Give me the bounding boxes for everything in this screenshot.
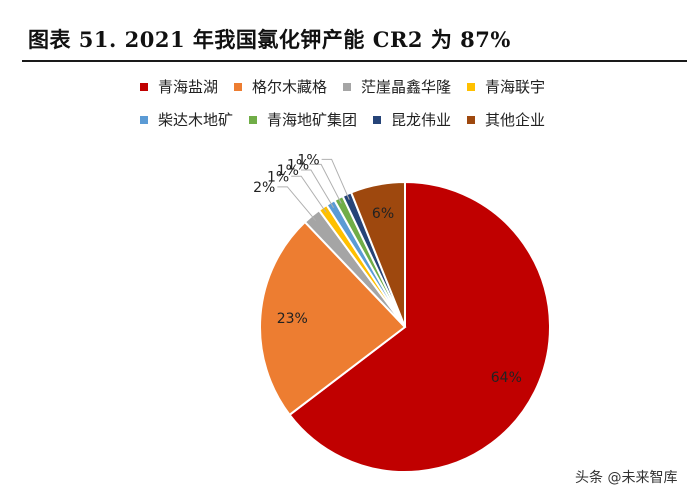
slice-label: 64% — [491, 370, 522, 386]
legend-item: 柴达木地矿 — [140, 109, 233, 130]
leader-line — [311, 163, 342, 204]
slice-label: 1% — [277, 163, 299, 179]
leader-line — [291, 175, 327, 213]
legend-item: 青海地矿集团 — [249, 109, 357, 130]
pie-slice — [349, 180, 406, 328]
legend-swatch — [249, 115, 258, 124]
legend-row: 柴达木地矿 青海地矿集团 昆龙伟业 其他企业 — [140, 109, 660, 130]
legend-label: 茫崖晶鑫华隆 — [361, 78, 452, 96]
legend-label: 青海地矿集团 — [267, 111, 358, 129]
pie-slice — [259, 220, 407, 417]
slice-label: 6% — [372, 206, 394, 222]
slice-label: 2% — [253, 180, 275, 196]
legend-item: 青海盐湖 — [140, 76, 218, 97]
leader-line — [300, 169, 335, 208]
legend-swatch — [467, 115, 476, 124]
legend-label: 其他企业 — [485, 111, 546, 129]
slice-label: 1% — [267, 169, 289, 185]
slice-label: 1% — [297, 152, 319, 168]
leader-line — [277, 186, 317, 221]
chart-title: 图表 51. 2021 年我国氯化钾产能 CR2 为 87% — [28, 27, 511, 52]
legend-item: 其他企业 — [467, 109, 545, 130]
legend-swatch — [140, 82, 148, 91]
legend-label: 青海联宇 — [485, 78, 546, 96]
leader-line — [321, 158, 350, 200]
slice-label: 23% — [277, 311, 308, 327]
legend-label: 柴达木地矿 — [158, 111, 234, 129]
chart-legend: 青海盐湖 格尔木藏格 茫崖晶鑫华隆 青海联宇柴达木地矿 青海地矿集团 昆龙伟业 其他企业 — [140, 76, 660, 142]
legend-item: 青海联宇 — [467, 76, 545, 97]
legend-row: 青海盐湖 格尔木藏格 茫崖晶鑫华隆 青海联宇 — [140, 76, 660, 97]
legend-item: 茫崖晶鑫华隆 — [343, 76, 451, 97]
legend-swatch — [343, 82, 352, 91]
legend-item: 昆龙伟业 — [373, 109, 451, 130]
watermark: 头条 @未来智库 — [572, 466, 681, 488]
legend-swatch — [140, 115, 148, 124]
legend-swatch — [234, 82, 243, 91]
pie-slice — [288, 180, 551, 473]
legend-label: 昆龙伟业 — [391, 111, 452, 129]
legend-swatch — [373, 115, 382, 124]
title-divider — [22, 60, 687, 62]
legend-item: 格尔木藏格 — [234, 76, 327, 97]
legend-label: 青海盐湖 — [158, 78, 219, 96]
legend-swatch — [467, 82, 476, 91]
slice-label: 1% — [287, 157, 309, 173]
legend-label: 格尔木藏格 — [252, 78, 328, 96]
